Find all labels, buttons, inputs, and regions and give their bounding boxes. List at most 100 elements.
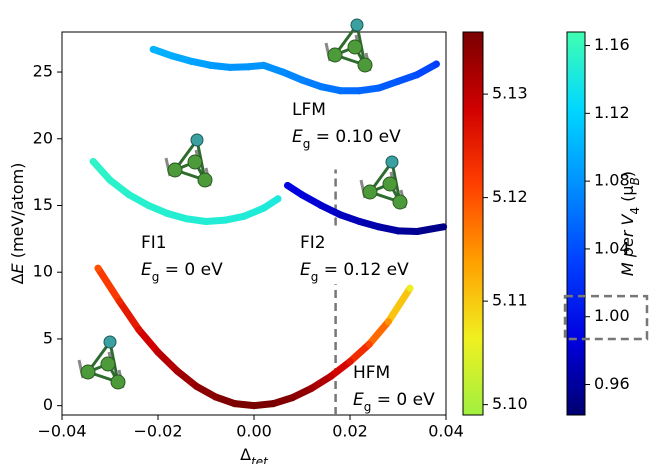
colorbar-tick-label: 5.12	[492, 187, 528, 206]
data-point	[231, 400, 239, 408]
data-point	[336, 211, 344, 219]
label-part: Δ	[8, 273, 27, 284]
x-tick-label: −0.04	[37, 422, 86, 441]
annotation-gap: Eg = 0.10 eV	[292, 127, 401, 151]
colorbar-tick-label: 5.10	[492, 394, 528, 413]
colorbar-tick-label: 5.13	[492, 84, 528, 103]
data-point	[298, 76, 306, 84]
colorbar-tick-label: 1.04	[594, 238, 630, 257]
colorbar-tick-label: 0.96	[594, 374, 630, 393]
colorbar-tick-label: 1.12	[594, 103, 630, 122]
label-part: E	[8, 262, 27, 273]
x-tick-label: 0.04	[428, 422, 464, 441]
curve-segment	[346, 340, 373, 366]
annotation-name: LFM	[292, 100, 326, 120]
data-point	[173, 367, 181, 375]
y-tick-label: 20	[33, 128, 53, 147]
curve-segment	[106, 176, 133, 199]
colorbar	[566, 31, 586, 416]
gap-sub: g	[303, 137, 311, 151]
data-point	[413, 228, 421, 236]
data-point	[432, 60, 440, 68]
curve-segment	[89, 157, 114, 184]
data-point	[164, 209, 172, 217]
data-point	[144, 201, 152, 209]
data-point	[202, 217, 210, 225]
annotation-name: FI1	[141, 233, 167, 253]
y-tick-label: 10	[33, 262, 53, 281]
data-point	[375, 84, 383, 92]
curve-segment	[173, 367, 200, 390]
curve-segment	[288, 384, 316, 402]
data-point	[356, 217, 364, 225]
gap-text: = 0 eV	[371, 390, 435, 410]
plot-frame	[61, 31, 447, 416]
data-point	[269, 400, 277, 408]
data-point	[406, 284, 414, 292]
data-point	[365, 340, 373, 348]
data-point	[125, 191, 133, 199]
data-point	[154, 348, 162, 356]
data-point	[135, 326, 143, 334]
data-point	[106, 176, 114, 184]
curve-segment	[94, 264, 124, 306]
colorbar-tick-label: 1.08	[594, 171, 630, 190]
data-point	[413, 71, 421, 79]
structure-icon	[324, 17, 374, 74]
gap-text: = 0.12 eV	[318, 260, 409, 280]
data-point	[308, 384, 316, 392]
data-point	[384, 318, 392, 326]
gap-sub: g	[152, 270, 160, 284]
data-point	[394, 227, 402, 235]
curve-segment	[413, 60, 440, 79]
colorbar	[462, 31, 484, 416]
annotation-name: HFM	[353, 363, 390, 383]
data-point	[168, 52, 176, 60]
data-point	[149, 45, 157, 53]
annotation-gap: Eg = 0.12 eV	[300, 260, 409, 284]
curve-segment	[298, 191, 325, 209]
gap-symbol: E	[292, 127, 303, 147]
annotation-name: FI2	[300, 233, 326, 253]
gap-sub: g	[311, 270, 319, 284]
curve-segment	[413, 223, 448, 236]
data-point	[245, 63, 253, 71]
curve-segment	[327, 358, 354, 380]
curve-segment	[154, 348, 181, 375]
data-point	[188, 57, 196, 65]
label-part: B	[628, 177, 642, 185]
label-part: tet	[251, 455, 269, 464]
label-part: (μ	[618, 185, 637, 207]
data-point	[375, 223, 383, 231]
curve-segment	[308, 372, 335, 392]
label-part: 4	[628, 207, 642, 215]
structure-icon	[77, 334, 127, 391]
data-point	[250, 402, 258, 410]
y-tick-label: 0	[43, 395, 53, 414]
x-tick-label: 0.00	[236, 422, 272, 441]
data-point	[440, 223, 448, 231]
data-point	[298, 191, 306, 199]
structure-icon	[359, 154, 409, 211]
data-point	[317, 201, 325, 209]
data-point	[192, 382, 200, 390]
colorbar-tick-label: 1.00	[594, 306, 630, 325]
data-point	[317, 83, 325, 91]
gap-symbol: E	[300, 260, 311, 280]
curve-segment	[125, 191, 152, 209]
x-tick-label: 0.02	[332, 422, 368, 441]
data-point	[336, 87, 344, 95]
data-point	[284, 181, 292, 189]
gap-symbol: E	[353, 390, 364, 410]
label-part: (meV/atom)	[8, 163, 27, 264]
data-point	[183, 215, 191, 223]
label-part: )	[618, 171, 637, 177]
curve-segment	[135, 326, 162, 356]
curve-segment	[317, 201, 344, 219]
data-point	[221, 216, 229, 224]
colorbar-label: M per V4 (μB)	[618, 171, 642, 276]
colorbar-tick-label: 1.16	[594, 35, 630, 54]
curve-segment	[116, 298, 143, 334]
x-axis-label: Δtet	[240, 445, 269, 464]
